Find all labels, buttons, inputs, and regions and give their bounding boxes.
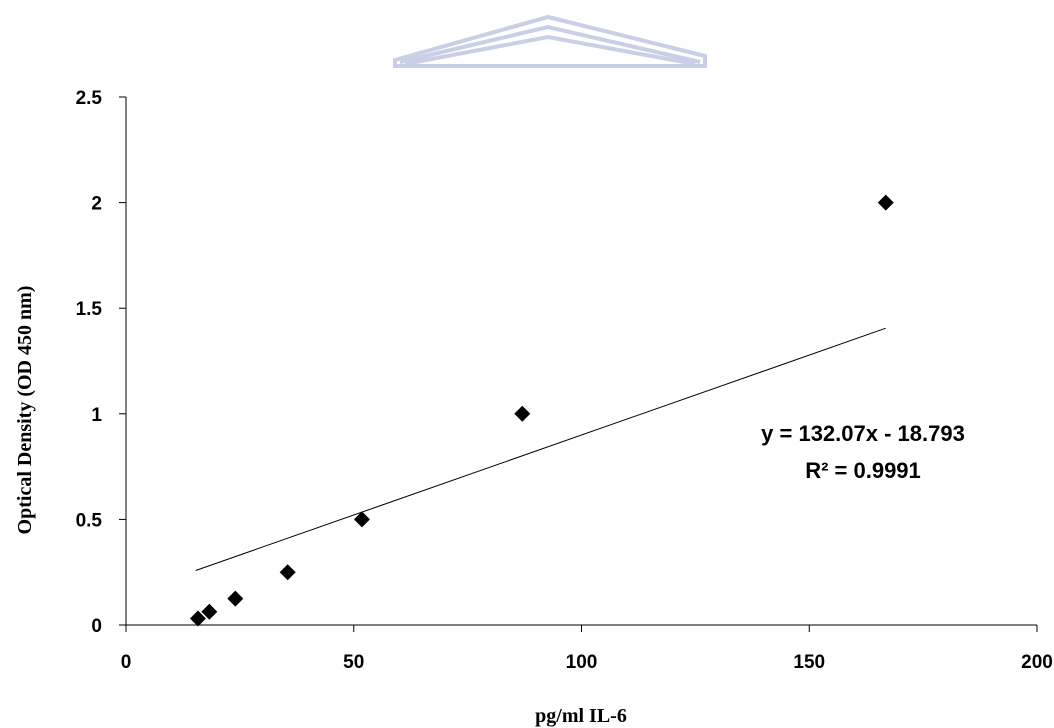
y-axis-title: Optical Density (OD 450 nm) bbox=[14, 286, 36, 535]
x-tick-label: 150 bbox=[793, 652, 825, 673]
x-tick-label: 0 bbox=[121, 652, 132, 673]
y-tick-label: 0 bbox=[91, 616, 102, 637]
x-tick-label: 100 bbox=[566, 652, 598, 673]
y-tick-label: 1.5 bbox=[76, 299, 103, 320]
y-tick-label: 0.5 bbox=[76, 510, 103, 531]
data-point-diamond bbox=[189, 610, 206, 627]
y-tick-label: 2 bbox=[91, 194, 102, 215]
x-tick-label: 200 bbox=[1021, 652, 1053, 673]
y-axis-ticks: 0 0.5 1 1.5 2 2.5 bbox=[76, 88, 126, 637]
x-tick-label: 50 bbox=[343, 652, 364, 673]
r-squared-label: R² = 0.9991 bbox=[805, 458, 921, 483]
trendline bbox=[195, 327, 886, 571]
data-point-diamond bbox=[514, 405, 531, 422]
data-point-diamond bbox=[279, 564, 296, 581]
data-point-diamond bbox=[227, 590, 244, 607]
data-point-diamond bbox=[877, 194, 894, 211]
y-tick-label: 2.5 bbox=[76, 88, 103, 109]
roof-watermark-icon bbox=[393, 14, 707, 68]
trendline-equation: y = 132.07x - 18.793 bbox=[761, 421, 965, 446]
y-tick-label: 1 bbox=[91, 405, 102, 426]
data-point-diamond bbox=[353, 511, 370, 528]
x-axis-title: pg/ml IL-6 bbox=[535, 705, 627, 727]
data-points bbox=[189, 194, 894, 627]
data-point-diamond bbox=[201, 603, 218, 620]
x-axis-ticks: 0 50 100 150 200 bbox=[121, 625, 1053, 673]
